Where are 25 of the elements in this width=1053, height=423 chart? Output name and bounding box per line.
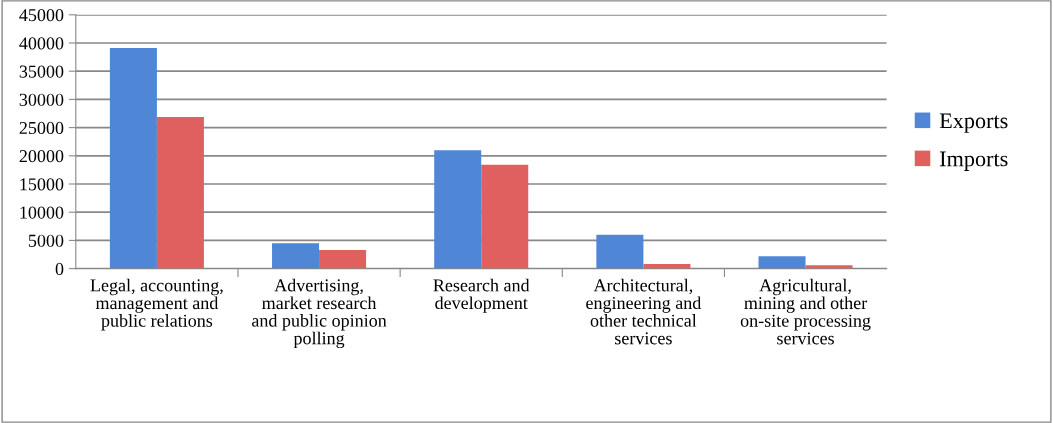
x-tick-label: Research and development bbox=[433, 278, 530, 313]
y-tick-label: 35000 bbox=[19, 65, 64, 78]
legend-label: Exports bbox=[939, 113, 1008, 133]
y-tick-label: 15000 bbox=[20, 178, 64, 191]
bar bbox=[156, 116, 204, 269]
y-tick-label: 45000 bbox=[19, 9, 64, 22]
y-tick-label: 40000 bbox=[19, 37, 64, 50]
y-tick-label: 10000 bbox=[20, 206, 64, 219]
x-tick-label: Advertising, market research and public opinion polling bbox=[251, 278, 387, 349]
y-tick-label: 5000 bbox=[28, 234, 64, 247]
y-tick-label: 20000 bbox=[19, 150, 64, 163]
bar bbox=[319, 249, 367, 269]
y-tick-label: 0 bbox=[55, 262, 64, 276]
x-tick-label: Agricultural, mining and other on-site processing services bbox=[740, 278, 871, 345]
bar bbox=[481, 164, 529, 269]
bar bbox=[272, 243, 320, 269]
bar bbox=[434, 150, 482, 269]
legend-label: Imports bbox=[939, 151, 1008, 171]
y-tick-label: 25000 bbox=[19, 121, 64, 135]
bar bbox=[109, 48, 157, 269]
x-tick-label: Architectural, engineering and other technical services bbox=[586, 278, 702, 345]
bar bbox=[758, 256, 806, 269]
y-tick-label: 30000 bbox=[19, 93, 64, 106]
x-tick-label: Legal, accounting, management and public relations bbox=[90, 278, 223, 331]
bar bbox=[596, 234, 644, 269]
